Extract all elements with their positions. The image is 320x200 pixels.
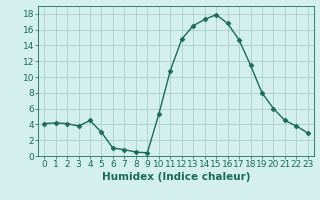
X-axis label: Humidex (Indice chaleur): Humidex (Indice chaleur)	[102, 172, 250, 182]
